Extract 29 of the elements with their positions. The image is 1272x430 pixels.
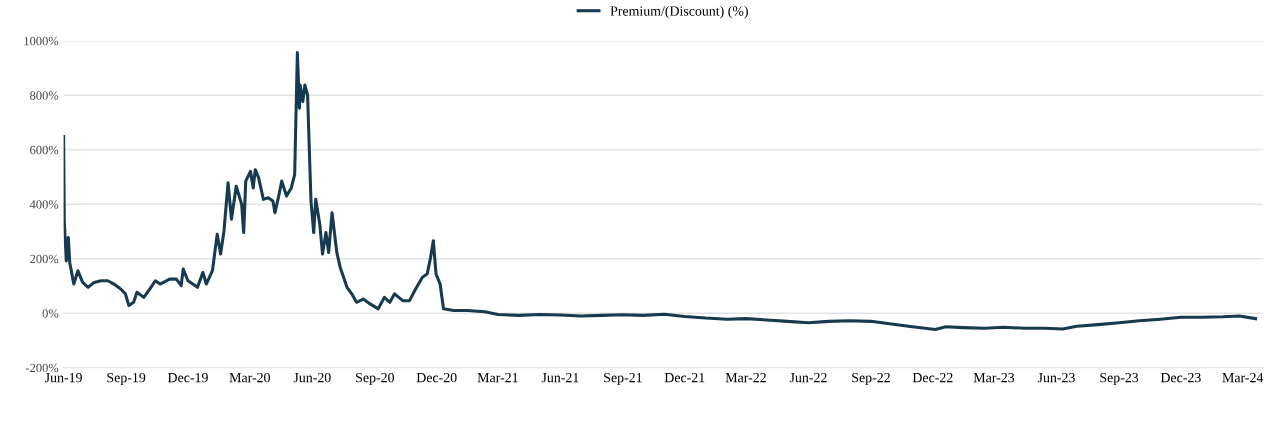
y-tick-label: -200% (25, 363, 59, 373)
x-tick-label: Jun-20 (293, 372, 331, 383)
x-tick-label: Mar-20 (229, 372, 270, 383)
x-tick-label: Dec-19 (167, 372, 208, 383)
x-tick-label: Sep-19 (107, 372, 146, 386)
x-tick-label: Sep-22 (852, 372, 890, 386)
x-tick-label: Dec-22 (912, 372, 953, 383)
legend-label: Premium/(Discount) (%) (610, 5, 748, 19)
x-tick-label: Mar-24 (1222, 372, 1264, 383)
y-tick-label: 0% (42, 309, 59, 318)
line-series (63, 51, 1258, 332)
y-tick-label: 1000% (24, 36, 59, 46)
x-tick-label: Dec-23 (1160, 372, 1201, 383)
y-tick-label: 200% (30, 254, 59, 264)
y-tick-label: 400% (29, 200, 59, 209)
x-tick-label: Mar-22 (725, 372, 766, 383)
y-tick-label: 800% (30, 91, 59, 100)
x-tick-label: Dec-21 (664, 372, 705, 383)
x-tick-label: Jun-22 (789, 372, 827, 383)
x-tick-label: Mar-21 (477, 372, 518, 383)
x-tick-label: Jun-23 (1037, 372, 1075, 383)
x-tick-label: Sep-20 (356, 372, 394, 386)
x-tick-label: Dec-20 (416, 372, 457, 383)
y-tick-label: 600% (30, 145, 59, 155)
x-tick-label: Mar-23 (973, 372, 1015, 383)
x-tick-label: Sep-23 (1100, 372, 1139, 386)
x-tick-label: Jun-21 (541, 372, 579, 383)
x-tick-label: Sep-21 (604, 372, 642, 386)
x-tick-label: Jun-19 (44, 372, 82, 383)
